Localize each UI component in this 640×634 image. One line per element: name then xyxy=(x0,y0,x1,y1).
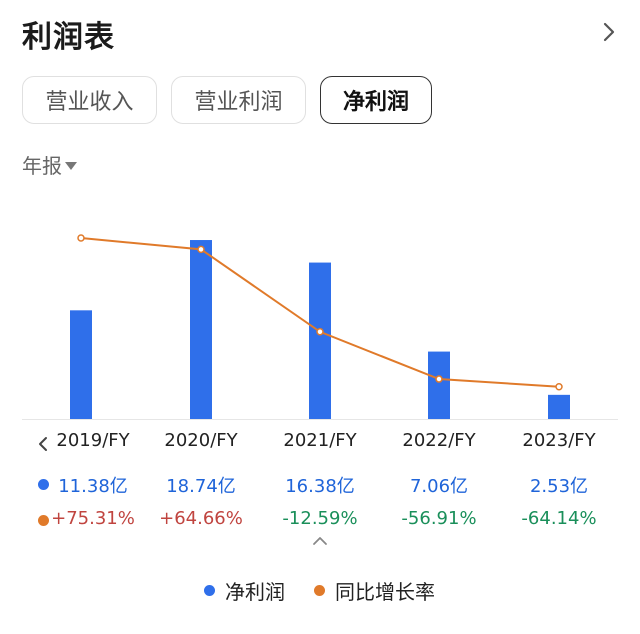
chart-legend: 净利润 同比增长率 xyxy=(0,576,640,606)
tab-operating-profit[interactable]: 营业利润 xyxy=(171,76,306,124)
values-row: 11.38亿 18.74亿 16.38亿 7.06亿 2.53亿 xyxy=(0,470,640,498)
caret-down-icon xyxy=(65,161,77,170)
period-selector[interactable]: 年报 xyxy=(22,150,77,179)
net-profit-chart xyxy=(22,234,618,420)
bar-2021/FY[interactable] xyxy=(309,262,331,419)
net-profit-value: 18.74亿 xyxy=(166,476,236,497)
net-profit-value: 16.38亿 xyxy=(285,476,355,497)
legend-label: 同比增长率 xyxy=(335,580,435,604)
bar-2019/FY[interactable] xyxy=(70,310,92,419)
orange-dot-icon xyxy=(38,515,49,526)
page-title: 利润表 xyxy=(22,20,115,55)
net-profit-value: 11.38亿 xyxy=(58,476,128,497)
tab-label: 营业收入 xyxy=(45,90,134,115)
net-profit-value: 7.06亿 xyxy=(409,476,469,497)
chevron-right-icon[interactable] xyxy=(596,18,622,46)
x-tick-label: 2022/FY xyxy=(402,430,476,451)
blue-dot-icon xyxy=(204,585,215,596)
chevron-left-icon[interactable] xyxy=(36,434,50,454)
growth-rate-value: -56.91% xyxy=(401,508,477,529)
legend-item-growth[interactable]: 同比增长率 xyxy=(314,576,435,605)
bar-2020/FY[interactable] xyxy=(190,240,212,419)
period-label: 年报 xyxy=(22,154,62,178)
legend-item-net-profit[interactable]: 净利润 xyxy=(204,576,285,605)
x-tick-label: 2020/FY xyxy=(164,430,238,451)
net-profit-value: 2.53亿 xyxy=(529,476,589,497)
tab-revenue[interactable]: 营业收入 xyxy=(22,76,157,124)
tab-label: 净利润 xyxy=(342,90,409,115)
tab-label: 营业利润 xyxy=(194,90,283,115)
x-tick-label: 2023/FY xyxy=(522,430,596,451)
growth-point-2021/FY[interactable] xyxy=(316,328,324,336)
growth-rate-value: +75.31% xyxy=(51,508,135,529)
bar-2022/FY[interactable] xyxy=(428,351,450,419)
legend-label: 净利润 xyxy=(225,580,285,604)
growth-rate-value: -64.14% xyxy=(521,508,597,529)
growth-row: +75.31% +64.66% -12.59% -56.91% -64.14% xyxy=(0,506,640,534)
x-axis: 2019/FY 2020/FY 2021/FY 2022/FY 2023/FY xyxy=(0,430,640,458)
growth-point-2020/FY[interactable] xyxy=(197,245,205,254)
growth-rate-value: -12.59% xyxy=(282,508,358,529)
tab-net-profit[interactable]: 净利润 xyxy=(320,76,432,124)
growth-point-2023/FY[interactable] xyxy=(555,382,563,391)
growth-rate-value: +64.66% xyxy=(159,508,243,529)
header: 利润表 xyxy=(22,12,622,55)
blue-dot-icon xyxy=(38,479,49,490)
x-tick-label: 2021/FY xyxy=(283,430,357,451)
growth-point-2019/FY[interactable] xyxy=(77,234,85,242)
chevron-up-icon[interactable] xyxy=(310,534,330,548)
bar-2023/FY[interactable] xyxy=(548,394,570,419)
growth-point-2022/FY[interactable] xyxy=(435,375,443,383)
x-tick-label: 2019/FY xyxy=(56,430,130,451)
orange-dot-icon xyxy=(314,585,325,596)
